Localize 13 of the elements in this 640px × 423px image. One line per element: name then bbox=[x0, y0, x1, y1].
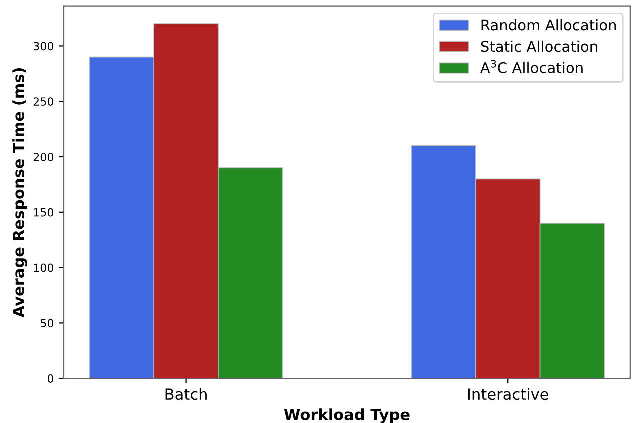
x-tick-label: Interactive bbox=[468, 388, 548, 400]
legend-label: Random Allocation bbox=[482, 19, 616, 31]
y-tick-label: 200 bbox=[34, 152, 54, 162]
y-tick-label: 150 bbox=[34, 208, 54, 217]
y-tick-label: 250 bbox=[34, 98, 54, 106]
y-tick-label: 100 bbox=[34, 264, 54, 272]
y-axis-title: Average Response Time (ms) bbox=[12, 68, 28, 318]
legend-label: Static Allocation bbox=[481, 40, 598, 52]
y-tick-label: 0 bbox=[48, 374, 54, 383]
x-tick-label: Batch bbox=[166, 388, 207, 400]
legend-label: A$^{3}$C Allocation bbox=[480, 60, 583, 74]
y-tick-label: 300 bbox=[34, 42, 54, 51]
y-tick-label: 50 bbox=[40, 319, 54, 328]
